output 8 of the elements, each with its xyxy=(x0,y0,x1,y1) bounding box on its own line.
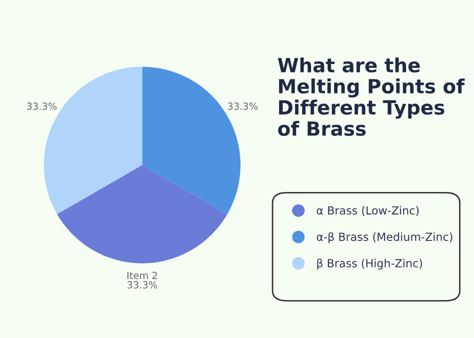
legend-label: α Brass (Low-Zinc) xyxy=(316,206,419,216)
data-label: 33.3% xyxy=(228,102,258,110)
legend-label: α-β Brass (Medium-Zinc) xyxy=(316,232,452,244)
pie-slice xyxy=(57,165,228,264)
legend-label: β Brass (High-Zinc) xyxy=(317,258,422,270)
text: What are the Melting Points of Different Types of Brass xyxy=(278,57,465,136)
data-label: Item 2 33.3% xyxy=(127,272,158,289)
data-label: 33.3% xyxy=(27,102,57,110)
